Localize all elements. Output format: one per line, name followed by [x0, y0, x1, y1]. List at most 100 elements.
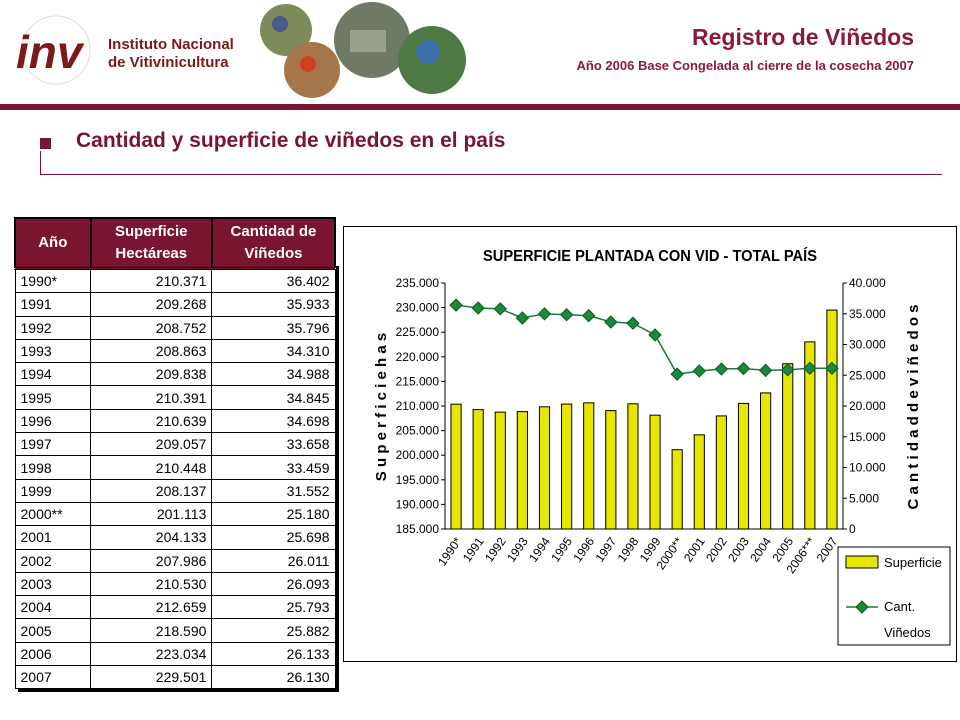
cell-area: 209.268 — [90, 292, 213, 317]
table-row: 1991 209.268 35.933 — [14, 292, 336, 317]
bar-superficie — [538, 406, 551, 530]
table-row: 1996 210.639 34.698 — [14, 408, 336, 434]
marker-cant-vinedos — [626, 316, 640, 330]
cell-count: 26.130 — [211, 665, 336, 690]
cell-year: 1993 — [14, 338, 92, 364]
legend-swatch-marker — [855, 600, 869, 614]
x-tick-label: 1991 — [460, 534, 487, 564]
marker-cant-vinedos — [692, 364, 706, 378]
cell-year: 2007 — [14, 665, 92, 690]
col-header-area: Superficie Hectáreas — [89, 217, 213, 270]
cell-count: 26.093 — [211, 571, 336, 597]
cell-count: 34.310 — [211, 338, 336, 364]
cell-area: 208.137 — [90, 478, 213, 503]
table-row: 2005 218.590 25.882 — [14, 618, 336, 643]
cell-year: 2003 — [14, 571, 92, 597]
line-cant-vinedos — [455, 304, 832, 375]
y-tick-label: 235.000 — [396, 276, 440, 290]
cell-count: 33.658 — [211, 432, 336, 457]
cell-area: 209.057 — [90, 432, 213, 457]
marker-cant-vinedos — [714, 362, 729, 376]
bar-superficie — [627, 403, 639, 530]
chart-title: SUPERFICIE PLANTADA CON VID - TOTAL PAÍS — [483, 246, 817, 265]
legend-label-cant: Cant. — [884, 599, 915, 614]
table-row: 2004 212.659 25.793 — [14, 595, 336, 620]
legend-label-vinedos: Viñedos — [884, 625, 931, 640]
cell-area: 209.838 — [90, 362, 213, 387]
cell-count: 31.552 — [211, 478, 336, 503]
y-tick-label: 205.000 — [396, 424, 440, 438]
y2-tick-label: 5.000 — [849, 491, 879, 505]
vineyard-table: Año Superficie Hectáreas Cantidad de Viñed… — [14, 217, 337, 690]
cell-count: 33.459 — [211, 455, 336, 480]
marker-cant-vinedos — [736, 361, 751, 376]
bar-superficie — [450, 403, 462, 530]
x-tick-label: 1992 — [482, 534, 509, 564]
cell-area: 208.863 — [90, 338, 213, 364]
cell-count: 34.988 — [211, 362, 336, 387]
y2-axis-title: C a n t i d a d d e v i ñ e d o s — [905, 304, 922, 509]
area-chart: SUPERFICIE PLANTADA CON VID - TOTAL PAÍS… — [373, 246, 951, 646]
x-tick-label: 2003 — [725, 534, 752, 564]
bar-superficie — [516, 411, 528, 530]
logo-text: Instituto Nacional de Vitivinicultura — [108, 36, 234, 72]
bar-superficie — [561, 403, 573, 530]
cell-count: 25.698 — [211, 525, 336, 550]
table-row: 2001 204.133 25.698 — [14, 525, 336, 550]
cell-count: 35.796 — [211, 315, 336, 340]
inv-logo-mark: inv — [16, 15, 91, 85]
cell-count: 25.180 — [211, 501, 336, 527]
table-row: 2006 223.034 26.133 — [14, 641, 336, 667]
cell-count: 35.933 — [211, 292, 336, 317]
y-tick-label: 190.000 — [396, 497, 440, 511]
y2-tick-label: 40.000 — [849, 276, 886, 290]
y2-tick-label: 30.000 — [849, 338, 886, 352]
table-row: 1999 208.137 31.552 — [14, 478, 336, 503]
marker-cant-vinedos — [758, 363, 773, 378]
bar-superficie — [693, 434, 705, 530]
table-shadow — [336, 266, 339, 692]
cell-year: 2006 — [14, 641, 92, 667]
x-tick-label: 1993 — [504, 534, 531, 564]
y2-tick-label: 0 — [849, 522, 856, 536]
col-header-count: Cantidad de Viñedos — [210, 217, 337, 270]
cell-area: 210.371 — [90, 266, 213, 294]
bar-superficie — [737, 402, 750, 530]
table-row: 1992 208.752 35.796 — [14, 315, 336, 340]
marker-cant-vinedos — [604, 315, 618, 329]
cell-year: 1992 — [14, 315, 92, 340]
y-tick-label: 200.000 — [396, 448, 440, 462]
marker-cant-vinedos — [449, 298, 463, 312]
y-tick-label: 220.000 — [396, 350, 440, 364]
y-tick-label: 185.000 — [396, 522, 440, 536]
cell-year: 2005 — [14, 618, 92, 643]
col-header-year: Año — [14, 217, 92, 270]
cell-area: 210.639 — [90, 408, 213, 434]
cell-year: 1991 — [14, 292, 92, 317]
cell-area: 210.391 — [90, 385, 213, 410]
marker-cant-vinedos — [670, 367, 684, 381]
x-tick-label: 2001 — [681, 534, 708, 564]
section-rule-vertical — [40, 151, 41, 174]
y-axis-title: S u p e r f i c i e h a s — [373, 333, 390, 481]
chart-area: SUPERFICIE PLANTADA CON VID - TOTAL PAÍS… — [343, 226, 957, 662]
bar-superficie — [826, 309, 838, 530]
marker-cant-vinedos — [515, 311, 530, 325]
svg-text:inv: inv — [16, 26, 85, 78]
cell-year: 2000** — [14, 501, 92, 527]
cell-count: 26.133 — [211, 641, 336, 667]
cell-area: 208.752 — [90, 315, 213, 340]
legend-swatch-bar — [845, 555, 879, 569]
y2-tick-label: 25.000 — [849, 368, 886, 382]
table-row: 2007 229.501 26.130 — [14, 665, 336, 690]
section-title: Cantidad y superficie de viñedos en el p… — [76, 129, 506, 152]
cell-count: 26.011 — [211, 548, 336, 573]
cell-year: 1997 — [14, 432, 92, 457]
cell-count: 34.698 — [211, 408, 336, 434]
marker-cant-vinedos — [803, 361, 817, 375]
page-header-subtitle: Año 2006 Base Congelada al cierre de la … — [576, 58, 914, 73]
marker-cant-vinedos — [582, 308, 596, 323]
marker-cant-vinedos — [648, 328, 662, 342]
logo-line-1: Instituto Nacional — [108, 36, 234, 53]
bar-superficie — [782, 363, 794, 530]
